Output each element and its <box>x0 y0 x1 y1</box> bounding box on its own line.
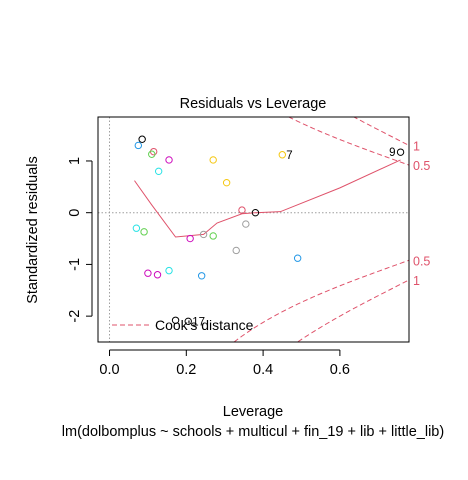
data-point <box>148 150 156 158</box>
data-point <box>154 167 163 176</box>
plot-frame <box>97 116 410 343</box>
cooks-contour-line <box>287 117 409 166</box>
x-tick-label: 0.6 <box>330 362 350 378</box>
legend: Cook's distance <box>112 317 254 333</box>
point-labels: 7 9 17 <box>192 147 395 328</box>
data-point <box>209 156 217 164</box>
legend-label: Cook's distance <box>155 317 254 333</box>
data-point <box>186 234 194 243</box>
cooks-contour-line <box>352 117 409 146</box>
data-point <box>222 178 231 187</box>
cooks-contour-line <box>296 279 409 342</box>
data-point <box>144 269 152 277</box>
data-point <box>132 224 141 232</box>
y-axis: -2 -1 0 1 <box>67 157 93 323</box>
data-point <box>184 317 192 326</box>
model-formula-label: lm(dolbomplus ~ schools + multicul + fin… <box>62 424 444 440</box>
cooks-contour-label: 1 <box>413 139 420 153</box>
cooks-distance-contours: 0.5 0.5 1 1 <box>233 117 430 342</box>
data-point <box>140 228 148 236</box>
data-point <box>293 254 302 262</box>
data-points <box>132 135 405 326</box>
point-label: 9 <box>389 147 395 159</box>
cooks-contour-label: 0.5 <box>413 254 430 268</box>
data-point <box>209 232 217 240</box>
x-tick-label: 0.4 <box>253 362 273 378</box>
x-tick-label: 0.2 <box>176 362 196 378</box>
x-tick-label: 0.0 <box>99 362 119 378</box>
smoother-line <box>134 159 401 238</box>
y-tick-label: -1 <box>67 258 83 271</box>
data-point <box>165 266 173 275</box>
chart-title: Residuals vs Leverage <box>180 96 327 112</box>
plot-region: 0.5 0.5 1 1 7 9 17 <box>98 117 430 342</box>
data-point <box>165 156 173 164</box>
point-label: 17 <box>192 316 205 328</box>
cooks-contour-line <box>233 259 409 342</box>
data-point <box>251 208 260 217</box>
data-point <box>134 141 143 150</box>
point-label: 7 <box>286 150 292 162</box>
data-point <box>238 206 246 214</box>
data-point <box>278 151 286 159</box>
data-point <box>138 135 146 143</box>
data-point <box>232 246 240 255</box>
y-axis-label: Standardized residuals <box>25 156 41 304</box>
y-tick-label: 1 <box>67 157 83 165</box>
data-point <box>171 316 180 324</box>
cooks-contour-label: 1 <box>413 274 420 288</box>
y-tick-label: 0 <box>67 209 83 217</box>
x-axis-label: Leverage <box>223 404 283 420</box>
data-point <box>199 230 208 239</box>
cooks-contour-label: 0.5 <box>413 159 430 173</box>
y-tick-label: -2 <box>67 310 83 323</box>
data-point <box>197 272 206 280</box>
x-axis: 0.0 0.2 0.4 0.6 <box>99 349 350 378</box>
data-point <box>242 220 250 228</box>
data-point <box>396 148 405 156</box>
data-point <box>153 271 162 279</box>
